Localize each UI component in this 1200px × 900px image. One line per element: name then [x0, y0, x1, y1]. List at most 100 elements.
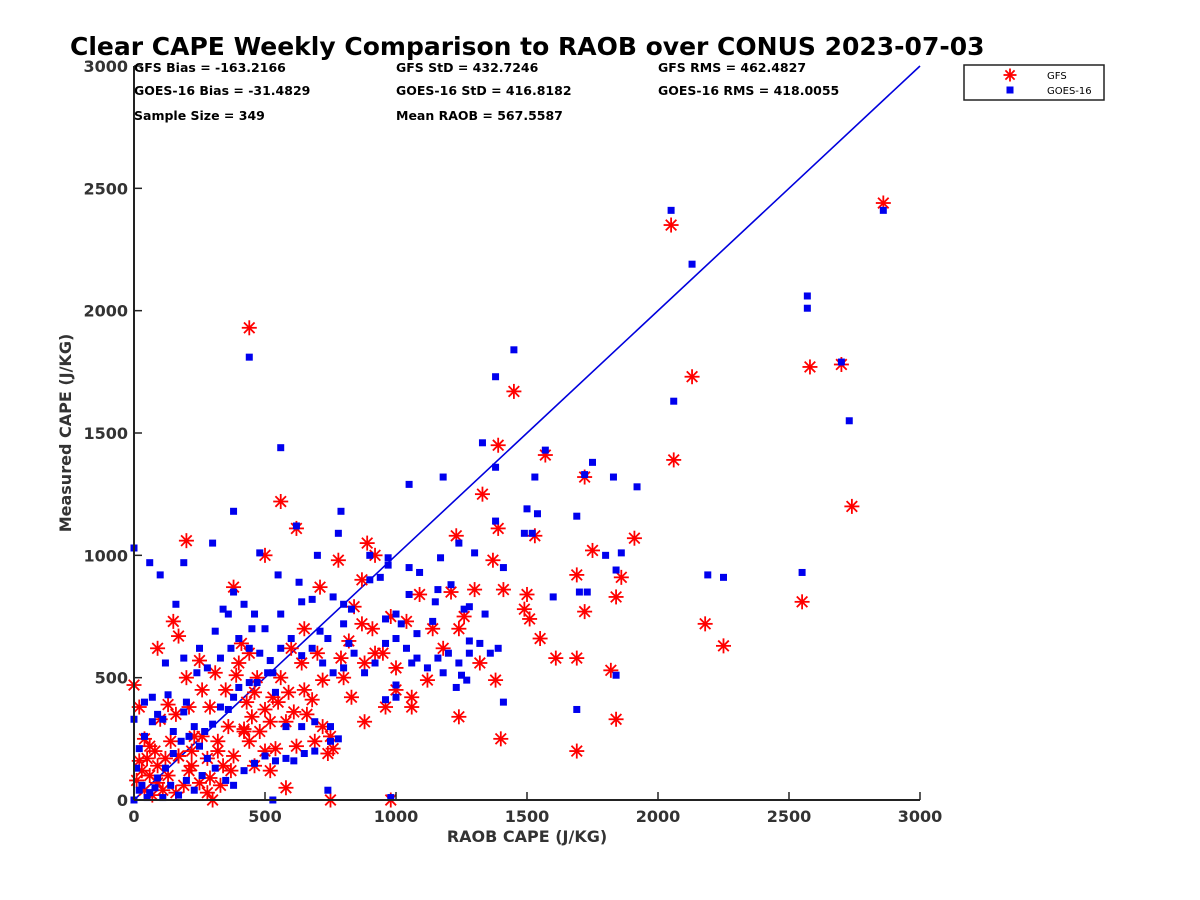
- goes16-point: [300, 750, 308, 758]
- gfs-point: [451, 709, 467, 725]
- goes16-point: [167, 781, 175, 789]
- gfs-point: [207, 665, 223, 681]
- goes16-point: [269, 669, 277, 677]
- goes16-point: [298, 598, 306, 606]
- stats-annotations: GFS Bias = -163.2166 GFS StD = 432.7246 GF…: [134, 60, 839, 123]
- gfs-point: [226, 748, 242, 764]
- gfs-point: [178, 533, 194, 549]
- gfs-point: [467, 582, 483, 598]
- goes16-point: [327, 737, 334, 745]
- goes16-point: [387, 794, 395, 802]
- legend: GFS GOES-16: [963, 64, 1105, 101]
- goes16-point: [193, 669, 201, 677]
- gfs-point: [357, 655, 373, 671]
- goes16-point: [447, 581, 455, 589]
- gfs-point: [299, 706, 315, 722]
- stat-annotation: GOES-16 StD = 416.8182: [396, 83, 572, 98]
- goes16-point: [429, 617, 437, 625]
- y-axis-label: Measured CAPE (J/KG): [56, 334, 75, 533]
- gfs-point: [412, 586, 428, 602]
- goes16-point: [327, 723, 334, 731]
- goes16-point: [405, 590, 413, 598]
- goes16-point: [161, 764, 169, 772]
- goes16-point: [581, 471, 589, 479]
- stat-annotation: Mean RAOB = 567.5587: [396, 108, 563, 123]
- gfs-point: [585, 542, 600, 558]
- goes16-point: [617, 549, 625, 557]
- goes16-point: [465, 603, 473, 611]
- x-tick-label: 0: [128, 807, 139, 826]
- gfs-point: [309, 645, 325, 661]
- goes16-point: [135, 786, 143, 794]
- goes16-point: [222, 776, 230, 784]
- legend-goes16-label: GOES-16: [1047, 86, 1092, 97]
- stat-annotation: GFS RMS = 462.4827: [658, 60, 806, 75]
- gfs-point: [569, 743, 585, 759]
- goes16-point: [264, 669, 272, 677]
- goes16-point: [439, 669, 447, 677]
- gfs-point: [239, 694, 255, 710]
- goes16-point: [573, 705, 581, 713]
- goes16-point: [602, 551, 610, 559]
- goes16-point: [154, 774, 162, 782]
- x-tick-label: 1000: [374, 807, 419, 826]
- goes16-point: [392, 610, 400, 618]
- goes16-point: [240, 767, 248, 775]
- goes16-point: [245, 644, 253, 652]
- goes16-point: [148, 718, 156, 726]
- gfs-point: [493, 731, 509, 747]
- gfs-point: [419, 672, 435, 688]
- gfs-point: [312, 579, 328, 595]
- gfs-point: [336, 670, 352, 686]
- goes16-point: [282, 723, 290, 731]
- goes16-point: [452, 683, 460, 691]
- gfs-point: [844, 498, 860, 514]
- goes16-point: [486, 649, 494, 657]
- goes16-point: [203, 754, 211, 762]
- legend-box: [963, 64, 1105, 101]
- goes16-point: [256, 549, 264, 557]
- goes16-point: [444, 649, 452, 657]
- goes16-point: [151, 784, 159, 792]
- x-tick-label: 2000: [636, 807, 681, 826]
- goes16-point: [720, 573, 727, 581]
- gfs-point: [304, 692, 320, 708]
- goes16-point: [405, 480, 413, 488]
- y-tick-label: 2500: [83, 179, 128, 198]
- x-axis-label: RAOB CAPE (J/KG): [447, 827, 607, 846]
- goes16-point: [499, 564, 507, 572]
- gfs-point: [160, 697, 176, 713]
- gfs-point: [443, 584, 459, 600]
- gfs-point: [354, 572, 370, 588]
- y-tick-label: 3000: [83, 57, 128, 76]
- gfs-point: [252, 723, 268, 739]
- goes16-point: [481, 610, 489, 618]
- goes16-point: [253, 679, 261, 687]
- gfs-point: [519, 586, 535, 602]
- goes16-point: [510, 346, 518, 354]
- goes16-point: [413, 630, 421, 638]
- gfs-point: [267, 741, 283, 757]
- gfs-point: [181, 763, 197, 779]
- goes16-point: [408, 659, 416, 667]
- gfs-point: [613, 569, 629, 585]
- gfs-point: [202, 699, 218, 715]
- gfs-point: [357, 714, 373, 730]
- goes16-point: [431, 598, 439, 606]
- goes16-point: [366, 551, 374, 559]
- goes16-point: [140, 698, 148, 706]
- gfs-point: [184, 743, 200, 759]
- gfs-point: [315, 672, 331, 688]
- goes16-point: [392, 681, 400, 689]
- goes16-point: [845, 417, 853, 425]
- gfs-point: [247, 684, 263, 700]
- goes16-point: [266, 657, 274, 665]
- goes16-point: [612, 566, 620, 574]
- goes16-point: [633, 483, 641, 491]
- gfs-point: [802, 359, 818, 375]
- gfs-point: [286, 704, 302, 720]
- goes16-point: [337, 507, 345, 515]
- gfs-point: [522, 611, 538, 627]
- gfs-point: [262, 714, 278, 730]
